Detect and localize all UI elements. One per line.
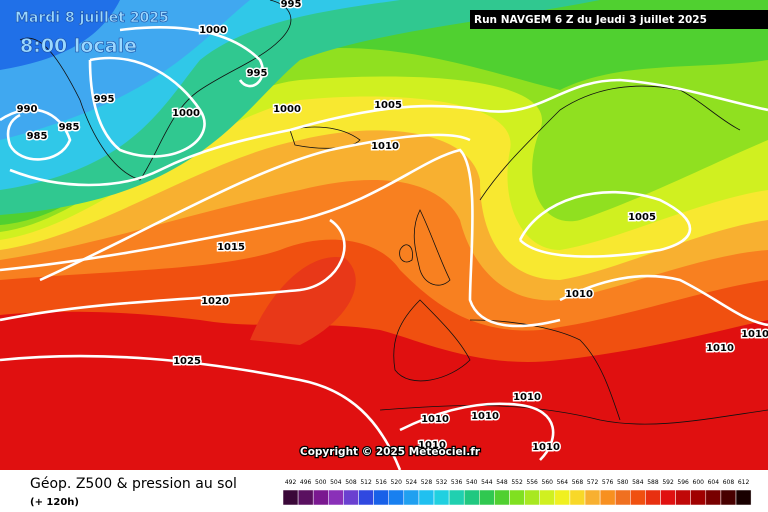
isobar-label: 1010 <box>471 411 499 422</box>
date: Mardi 8 juillet 2025 <box>15 10 169 26</box>
run: Run NAVGEM 6 Z du Jeudi 3 juillet 2025 <box>474 14 707 26</box>
scale-label: 592 <box>662 479 674 486</box>
scale-label: 496 <box>300 479 312 486</box>
scale-label: 608 <box>723 479 735 486</box>
scale-label: 560 <box>542 479 554 486</box>
scale-swatch <box>614 489 631 506</box>
isobar-label: 1015 <box>217 242 245 253</box>
time: 8:00 locale <box>20 35 137 57</box>
isobar-label: 1010 <box>418 440 446 451</box>
isobar-label: 1010 <box>421 414 449 425</box>
scale-swatch <box>554 489 571 506</box>
scale-swatch <box>328 489 344 506</box>
scale-label: 596 <box>677 479 689 486</box>
scale-swatch <box>448 489 465 506</box>
scale-label: 576 <box>602 479 614 486</box>
scale-label: 572 <box>587 479 599 486</box>
scale-label: 568 <box>572 479 584 486</box>
scale-label: 516 <box>375 479 387 486</box>
isobar-label: 1020 <box>201 296 229 307</box>
scale-swatch <box>630 489 646 506</box>
isobar-label: 1000 <box>172 108 200 119</box>
isobar-labels: 1000 995 995 1000 1000 990 995 985 985 1005 1010 10… <box>15 0 768 455</box>
scale-label: 612 <box>738 479 750 486</box>
copyright: Copyright © 2025 Meteociel.fr <box>300 446 481 458</box>
scale-swatch <box>599 489 616 506</box>
scale-swatch <box>343 489 359 506</box>
isobar-label: 995 <box>94 94 115 105</box>
scale-label: 548 <box>496 479 508 486</box>
scale-swatch <box>675 489 691 506</box>
isobar-label: 985 <box>59 122 80 133</box>
scale-swatch <box>463 489 480 506</box>
scale-swatch <box>584 489 601 506</box>
scale-label: 556 <box>526 479 538 486</box>
isobar-label: 1010 <box>513 392 541 403</box>
scale-label: 532 <box>436 479 448 486</box>
scale-swatch <box>720 489 737 506</box>
scale-label: 604 <box>708 479 720 486</box>
isobar-label: 990 <box>17 104 38 115</box>
scale-label: 500 <box>315 479 327 486</box>
scale-label: 528 <box>421 479 433 486</box>
scale-swatch <box>660 489 676 506</box>
scale-swatch <box>539 489 556 506</box>
scale-swatch <box>282 489 299 506</box>
scale-swatch <box>403 489 420 506</box>
scale-swatch <box>705 489 722 506</box>
footer-title: Géop. Z500 & pression au sol <box>30 476 237 492</box>
scale-label: 584 <box>632 479 644 486</box>
background-field <box>0 0 768 470</box>
isobar-label: 1005 <box>374 100 402 111</box>
isobars <box>0 26 768 471</box>
scale-label: 564 <box>557 479 569 486</box>
isobar-label: 995 <box>247 68 268 79</box>
isobar-label: 1010 <box>706 343 734 354</box>
isobar-label: 995 <box>281 0 302 10</box>
scale-swatch <box>690 489 707 506</box>
scale-swatch <box>494 489 510 506</box>
scale-label: 544 <box>481 479 493 486</box>
scale-label: 512 <box>360 479 372 486</box>
scale-label: 492 <box>285 479 297 486</box>
isobar-label: 985 <box>27 131 48 142</box>
run-box <box>470 10 768 29</box>
scale-swatch <box>645 489 661 506</box>
footer-lead: (+ 120h) <box>30 497 79 508</box>
isobar-label: 1000 <box>273 104 301 115</box>
isobar-label: 1005 <box>628 212 656 223</box>
isobar-label: 1025 <box>173 356 201 367</box>
scale-swatch <box>735 489 752 506</box>
isobar-label: 1010 <box>532 442 560 453</box>
scale-swatch <box>418 489 435 506</box>
scale-swatch <box>312 489 329 506</box>
scale-label: 552 <box>511 479 523 486</box>
scale-label: 508 <box>345 479 357 486</box>
scale-swatch <box>358 489 374 506</box>
scale-swatch <box>388 489 405 506</box>
scale-label: 524 <box>406 479 418 486</box>
scale-swatch <box>373 489 389 506</box>
isobar-label: 1010 <box>371 141 399 152</box>
scale-label: 520 <box>391 479 403 486</box>
scale-swatch <box>569 489 586 506</box>
scale-label: 504 <box>330 479 342 486</box>
isobar-label: 1010 <box>741 329 768 340</box>
scale-label: 580 <box>617 479 629 486</box>
scale-label: 536 <box>451 479 463 486</box>
scale-swatch <box>433 489 450 506</box>
isobar-label: 1000 <box>199 25 227 36</box>
scale-swatch <box>479 489 495 506</box>
scale-label: 600 <box>693 479 705 486</box>
color-scale: 492 496 500 504 508 512 516 520 524 528 532 536 540 5… <box>282 479 752 506</box>
scale-label: 540 <box>466 479 478 486</box>
scale-swatch <box>524 489 540 506</box>
isobar-label: 1010 <box>565 289 593 300</box>
coastlines <box>19 0 768 425</box>
scale-swatch <box>509 489 525 506</box>
scale-label: 588 <box>647 479 659 486</box>
scale-swatch <box>297 489 314 506</box>
